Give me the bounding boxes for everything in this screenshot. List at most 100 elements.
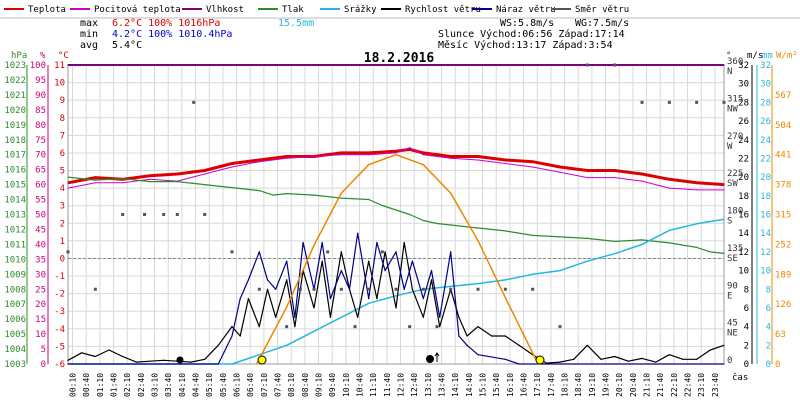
- series-point: [422, 297, 424, 300]
- wind-dir-point: [162, 213, 166, 216]
- x-tick-label: 21:40: [656, 373, 665, 397]
- rain-tick: 30: [760, 80, 771, 90]
- series-point: [348, 288, 351, 290]
- pressure-tick: 1007: [4, 300, 26, 310]
- series-point: [176, 173, 178, 175]
- series-point: [458, 316, 460, 318]
- x-tick-label: 12:40: [410, 373, 419, 397]
- series-point: [518, 344, 520, 346]
- wind-speed-stat: WS:5.8m/s: [500, 18, 554, 29]
- series-point: [239, 335, 241, 337]
- series-point: [67, 363, 69, 365]
- rain-tick: 0: [766, 360, 771, 370]
- series-point: [450, 155, 452, 158]
- x-tick-label: 05:40: [219, 373, 228, 397]
- series-point: [586, 169, 588, 172]
- series-point: [258, 354, 260, 356]
- series-point: [329, 297, 331, 300]
- series-point: [439, 316, 441, 318]
- series-point: [258, 161, 260, 163]
- max-label: max: [80, 18, 98, 29]
- series-point: [477, 227, 479, 229]
- series-point: [559, 171, 561, 173]
- rain-tick: 12: [760, 248, 771, 258]
- x-tick-label: 23:10: [697, 373, 706, 397]
- series-point: [450, 251, 452, 253]
- series-point: [258, 159, 260, 161]
- series-line: [68, 218, 725, 365]
- temp-tick: 0: [60, 254, 65, 264]
- temp-tick: -4: [54, 325, 65, 335]
- series-point: [436, 222, 438, 225]
- temp-unit: °C: [58, 51, 69, 61]
- dir-tick: 180: [727, 207, 743, 217]
- series-point: [532, 273, 534, 275]
- series-point: [256, 363, 258, 365]
- wind-tick: 20: [738, 173, 749, 183]
- series-point: [67, 176, 69, 178]
- series-line: [67, 147, 724, 191]
- series-point: [450, 157, 452, 159]
- rain-tick: 4: [766, 323, 771, 333]
- series-point: [709, 251, 711, 253]
- series-point: [302, 241, 304, 244]
- x-tick-label: 07:40: [274, 373, 283, 397]
- series-point: [149, 360, 151, 362]
- series-point: [368, 154, 370, 156]
- humidity-tick: 45: [35, 225, 46, 235]
- rain-total: 15.5mm: [278, 18, 314, 29]
- series-line: [68, 232, 724, 365]
- series-point: [641, 243, 643, 245]
- series-point: [313, 330, 315, 332]
- series-point: [368, 297, 370, 300]
- series-point: [696, 223, 698, 225]
- series-point: [723, 218, 725, 220]
- series-point: [340, 152, 342, 154]
- series-point: [340, 251, 342, 253]
- temp-tick: 8: [60, 114, 65, 124]
- temp-tick: 6: [60, 149, 65, 159]
- series-point: [357, 316, 359, 318]
- wind-dir-point: [143, 213, 147, 216]
- series-point: [190, 361, 192, 363]
- x-tick-label: 18:40: [574, 373, 583, 397]
- sunrise-marker: [257, 355, 267, 365]
- wind-gust-stat: WG:7.5m/s: [575, 18, 629, 29]
- x-tick-label: 16:40: [520, 373, 529, 397]
- pressure-tick: 1013: [4, 211, 26, 221]
- temp-tick: -3: [54, 307, 65, 317]
- axes: 1003100410051006100710081009101010111012…: [4, 57, 791, 397]
- x-tick-label: 13:40: [438, 373, 447, 397]
- series-point: [122, 178, 124, 180]
- x-tick-label: 12:10: [397, 373, 406, 397]
- pressure-tick: 1022: [4, 76, 26, 86]
- rain-tick: 2: [766, 341, 771, 351]
- min-values: 4.2°C 100% 1010.4hPa: [112, 29, 232, 40]
- wind-dir-point: [66, 250, 70, 254]
- pressure-tick: 1016: [4, 166, 26, 176]
- pressure-tick: 1008: [4, 285, 26, 295]
- series-point: [286, 344, 288, 346]
- x-tick-label: 17:10: [533, 373, 542, 397]
- series-point: [668, 242, 670, 244]
- solar-tick: 63: [775, 330, 786, 340]
- series-point: [108, 349, 110, 351]
- wind-tick: 14: [738, 229, 749, 239]
- pressure-tick: 1004: [4, 345, 26, 355]
- series-point: [545, 362, 547, 364]
- wind-dir-point: [667, 100, 671, 104]
- legend-label: Tlak: [282, 5, 304, 15]
- series-point: [655, 361, 657, 363]
- temp-tick: 1: [60, 237, 65, 247]
- series-point: [286, 157, 288, 159]
- wind-dir-point: [93, 287, 97, 291]
- pressure-tick: 1006: [4, 315, 26, 325]
- wind-dir-point: [367, 287, 371, 291]
- x-tick-label: 14:40: [465, 373, 474, 397]
- series-point: [135, 361, 137, 363]
- dir-tick-compass: NE: [727, 329, 738, 339]
- solar-tick: 315: [775, 211, 791, 221]
- series-point: [149, 181, 151, 183]
- series-point: [395, 154, 397, 156]
- series-point: [329, 316, 331, 318]
